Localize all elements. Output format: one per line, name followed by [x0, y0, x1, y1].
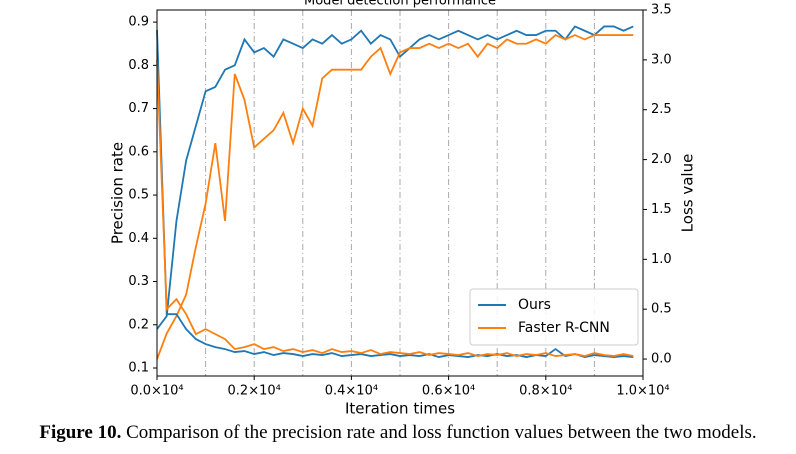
y-tick-label: 0.9 [128, 15, 149, 30]
chart: Model detection performance Iteration ti… [109, 0, 697, 418]
y2-tick-label: 1.0 [651, 252, 672, 267]
legend-label: Faster R-CNN [518, 320, 610, 336]
y-tick-label: 0.6 [128, 144, 149, 159]
chart-title: Model detection performance [304, 0, 496, 9]
x-tick-label: 0.4×10⁴ [325, 384, 378, 399]
y-tick-label: 0.2 [128, 317, 149, 332]
caption-text: Comparison of the precision rate and los… [121, 422, 757, 443]
y2-tick-label: 0.5 [651, 302, 672, 317]
y2-axis-label: Loss value [679, 154, 697, 233]
series-line [156, 25, 634, 330]
y2-tick-label: 1.5 [651, 202, 672, 217]
y2-tick-label: 0.0 [651, 352, 672, 367]
y2-tick-label: 3.0 [651, 52, 672, 67]
x-tick-label: 0.2×10⁴ [228, 384, 281, 399]
y-tick-label: 0.7 [128, 101, 149, 116]
legend-label: Ours [518, 297, 551, 313]
y2-tick-label: 3.5 [651, 3, 672, 18]
legend-box [469, 288, 639, 346]
series-line [156, 59, 634, 357]
x-axis-label: Iteration times [345, 400, 455, 418]
y-tick-label: 0.1 [128, 361, 149, 376]
x-tick-label: 0.6×10⁴ [422, 384, 475, 399]
y-axis-label: Precision rate [109, 142, 127, 244]
x-tick-label: 0.0×10⁴ [130, 384, 183, 399]
y-tick-label: 0.4 [128, 231, 149, 246]
x-tick-label: 1.0×10⁴ [616, 384, 669, 399]
plot-frame [156, 9, 644, 377]
series-line [156, 34, 634, 360]
y2-tick-label: 2.5 [651, 102, 672, 117]
y-tick-label: 0.3 [128, 274, 149, 289]
caption: Figure 10. Comparison of the precision r… [0, 422, 796, 444]
y-tick-label: 0.8 [128, 58, 149, 73]
y2-tick-label: 2.0 [651, 152, 672, 167]
caption-label: Figure 10. [39, 422, 122, 443]
y-tick-label: 0.5 [128, 188, 149, 203]
series-line [156, 29, 634, 358]
x-tick-label: 0.8×10⁴ [519, 384, 572, 399]
